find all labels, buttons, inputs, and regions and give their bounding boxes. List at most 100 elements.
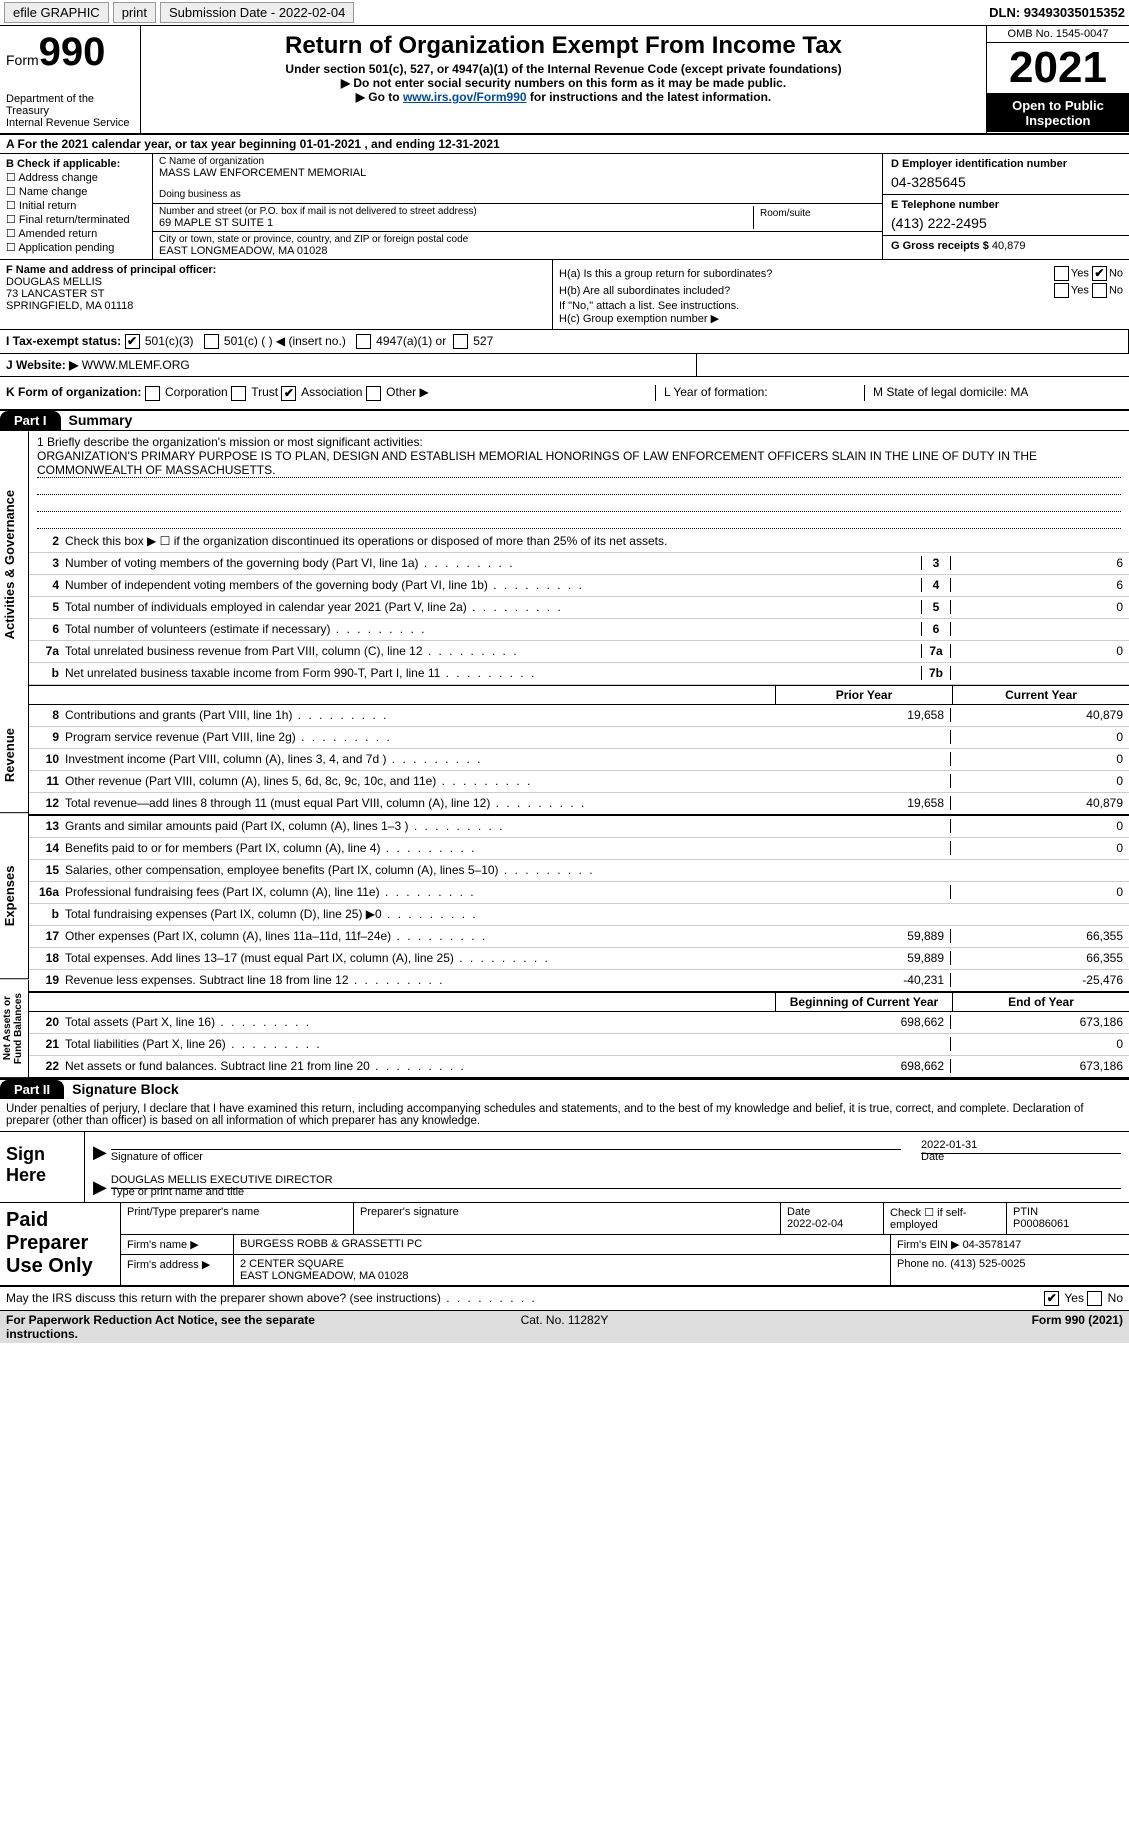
omb-number: OMB No. 1545-0047 — [987, 26, 1129, 43]
side-expenses: Expenses — [0, 813, 29, 979]
summary-line: 16aProfessional fundraising fees (Part I… — [29, 882, 1129, 904]
pp-self-employed: Check ☐ if self-employed — [884, 1203, 1007, 1234]
header-subtitle-2: ▶ Do not enter social security numbers o… — [149, 76, 978, 90]
chk-name-change[interactable]: ☐ Name change — [6, 185, 146, 198]
officer-addr2: SPRINGFIELD, MA 01118 — [6, 300, 546, 312]
officer-signature-label: Signature of officer — [111, 1149, 901, 1163]
org-name: MASS LAW ENFORCEMENT MEMORIAL — [159, 167, 876, 179]
street-value: 69 MAPLE ST SUITE 1 — [159, 217, 753, 229]
summary-line: bNet unrelated business taxable income f… — [29, 663, 1129, 685]
room-suite-label: Room/suite — [754, 206, 876, 229]
discuss-yes[interactable] — [1044, 1291, 1059, 1306]
submission-date: Submission Date - 2022-02-04 — [160, 2, 354, 23]
city-label: City or town, state or province, country… — [159, 234, 876, 245]
form-number: Form990 — [6, 30, 134, 75]
org-name-label: C Name of organization — [159, 156, 876, 167]
header-subtitle-3: ▶ Go to www.irs.gov/Form990 for instruct… — [149, 90, 978, 104]
arrow-icon: ▶ — [93, 1142, 107, 1163]
summary-line: bTotal fundraising expenses (Part IX, co… — [29, 904, 1129, 926]
chk-corp[interactable] — [145, 386, 160, 401]
hb-yes[interactable] — [1054, 283, 1069, 298]
efile-graphic-button[interactable]: efile GRAPHIC — [4, 2, 109, 23]
summary-line: 9Program service revenue (Part VIII, lin… — [29, 727, 1129, 749]
ha-yes[interactable] — [1054, 266, 1069, 281]
ha-label: H(a) Is this a group return for subordin… — [559, 268, 772, 280]
hdr-prior-year: Prior Year — [775, 686, 952, 704]
chk-amended[interactable]: ☐ Amended return — [6, 227, 146, 240]
dept-treasury: Department of the Treasury — [6, 93, 134, 117]
hb-no[interactable] — [1092, 283, 1107, 298]
header-subtitle-1: Under section 501(c), 527, or 4947(a)(1)… — [149, 62, 978, 76]
summary-line: 17Other expenses (Part IX, column (A), l… — [29, 926, 1129, 948]
summary-line: 12Total revenue—add lines 8 through 11 (… — [29, 793, 1129, 815]
print-button[interactable]: print — [113, 2, 156, 23]
form-header: Form990 Department of the Treasury Inter… — [0, 26, 1129, 135]
chk-final-return[interactable]: ☐ Final return/terminated — [6, 213, 146, 226]
officer-addr1: 73 LANCASTER ST — [6, 288, 546, 300]
side-revenue: Revenue — [0, 698, 29, 813]
principal-officer-label: F Name and address of principal officer: — [6, 264, 546, 276]
ptin-value: P00086061 — [1013, 1218, 1069, 1230]
summary-line: 5Total number of individuals employed in… — [29, 597, 1129, 619]
ein-value: 04-3285645 — [891, 174, 1121, 190]
col-b-checkboxes: B Check if applicable: ☐ Address change … — [0, 154, 153, 259]
ein-label: D Employer identification number — [891, 158, 1121, 170]
summary-line: 20Total assets (Part X, line 16)698,6626… — [29, 1012, 1129, 1034]
chk-501c[interactable] — [204, 334, 219, 349]
sign-here-block: Sign Here ▶ Signature of officer 2022-01… — [0, 1132, 1129, 1203]
perjury-text: Under penalties of perjury, I declare th… — [0, 1099, 1129, 1132]
chk-4947[interactable] — [356, 334, 371, 349]
chk-527[interactable] — [453, 334, 468, 349]
chk-app-pending[interactable]: ☐ Application pending — [6, 241, 146, 254]
pp-date-value: 2022-02-04 — [787, 1218, 843, 1230]
part1-header: Part I Summary — [0, 411, 1129, 430]
irs-label: Internal Revenue Service — [6, 117, 134, 129]
summary-line: 15Salaries, other compensation, employee… — [29, 860, 1129, 882]
summary-line: 11Other revenue (Part VIII, column (A), … — [29, 771, 1129, 793]
pp-sig-label: Preparer's signature — [354, 1203, 781, 1234]
summary-line: 13Grants and similar amounts paid (Part … — [29, 816, 1129, 838]
state-domicile: M State of legal domicile: MA — [864, 385, 1123, 400]
discuss-no[interactable] — [1087, 1291, 1102, 1306]
summary-line: 3Number of voting members of the governi… — [29, 553, 1129, 575]
irs-link[interactable]: www.irs.gov/Form990 — [403, 90, 527, 104]
paid-preparer-block: Paid Preparer Use Only Print/Type prepar… — [0, 1203, 1129, 1287]
firm-name: BURGESS ROBB & GRASSETTI PC — [234, 1235, 891, 1254]
hb-label: H(b) Are all subordinates included? — [559, 285, 730, 297]
firm-addr1: 2 CENTER SQUARE — [240, 1258, 884, 1270]
dln-label: DLN: 93493035015352 — [989, 5, 1125, 20]
q1-label: 1 Briefly describe the organization's mi… — [37, 435, 1121, 449]
firm-phone: (413) 525-0025 — [950, 1258, 1025, 1270]
side-netassets: Net Assets or Fund Balances — [0, 980, 29, 1078]
chk-address-change[interactable]: ☐ Address change — [6, 171, 146, 184]
chk-other[interactable] — [366, 386, 381, 401]
hc-label: H(c) Group exemption number ▶ — [559, 312, 1123, 325]
row-j: J Website: ▶ WWW.MLEMF.ORG — [0, 354, 1129, 377]
firm-addr2: EAST LONGMEADOW, MA 01028 — [240, 1270, 884, 1282]
chk-trust[interactable] — [231, 386, 246, 401]
hdr-end: End of Year — [952, 993, 1129, 1011]
dba-label: Doing business as — [159, 189, 876, 200]
city-value: EAST LONGMEADOW, MA 01028 — [159, 245, 876, 257]
chk-initial-return[interactable]: ☐ Initial return — [6, 199, 146, 212]
pp-name-label: Print/Type preparer's name — [121, 1203, 354, 1234]
gross-receipts-value: 40,879 — [992, 240, 1026, 252]
ha-no[interactable] — [1092, 266, 1107, 281]
chk-assoc[interactable] — [281, 386, 296, 401]
row-a-tax-year: A For the 2021 calendar year, or tax yea… — [0, 135, 1129, 154]
page-footer: For Paperwork Reduction Act Notice, see … — [0, 1310, 1129, 1343]
street-label: Number and street (or P.O. box if mail i… — [159, 206, 753, 217]
sig-date-value: 2022-01-31 — [921, 1139, 1121, 1151]
chk-501c3[interactable] — [125, 334, 140, 349]
summary-line: 10Investment income (Part VIII, column (… — [29, 749, 1129, 771]
row-k: K Form of organization: Corporation Trus… — [0, 377, 1129, 410]
part2-header: Part II Signature Block — [0, 1080, 1129, 1099]
phone-label: E Telephone number — [891, 199, 1121, 211]
typed-name-value: DOUGLAS MELLIS EXECUTIVE DIRECTOR — [111, 1174, 1121, 1186]
hdr-beginning: Beginning of Current Year — [775, 993, 952, 1011]
summary-line: 19Revenue less expenses. Subtract line 1… — [29, 970, 1129, 992]
summary-line: 18Total expenses. Add lines 13–17 (must … — [29, 948, 1129, 970]
typed-name-label: Type or print name and title — [111, 1186, 244, 1198]
website-value: WWW.MLEMF.ORG — [82, 358, 190, 372]
row-i: I Tax-exempt status: 501(c)(3) 501(c) ( … — [0, 330, 1129, 354]
